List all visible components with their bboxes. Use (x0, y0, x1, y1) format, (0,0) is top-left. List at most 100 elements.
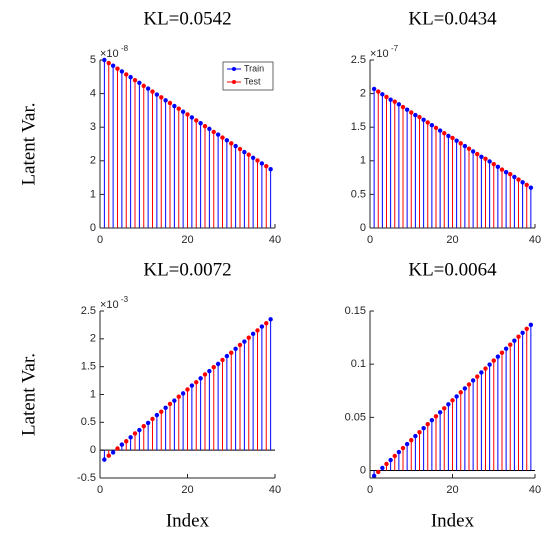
stem-marker (413, 433, 418, 439)
stem-marker (503, 170, 509, 175)
stem-marker (376, 89, 381, 94)
stem-marker (388, 97, 393, 102)
stem-marker (508, 172, 513, 177)
stem-marker (396, 102, 402, 107)
stem-marker (167, 401, 173, 407)
stem-marker (380, 465, 385, 471)
stem-marker (141, 83, 146, 89)
stem-marker (528, 185, 534, 190)
stem-marker (242, 339, 247, 344)
y-tick-label: 0 (360, 464, 366, 476)
stem-marker (250, 331, 256, 337)
y-tick-label: 1.5 (81, 361, 96, 373)
stem-marker (229, 141, 234, 146)
stem-marker (198, 376, 203, 381)
stem-marker (194, 380, 199, 385)
y-tick-label: 4 (90, 88, 96, 100)
stem-marker (167, 100, 173, 106)
stem-marker (396, 449, 402, 455)
stem-marker (207, 368, 212, 374)
stem-marker (163, 98, 168, 103)
stem-marker (458, 390, 463, 395)
stem-marker (106, 453, 111, 458)
y-tick-label: 0 (90, 444, 96, 456)
stem-marker (237, 146, 243, 152)
stem-marker (180, 109, 186, 114)
stem-marker (215, 361, 221, 367)
stem-marker (154, 92, 160, 97)
x-tick-label: 0 (97, 234, 103, 246)
stem-marker (475, 374, 480, 379)
stem-marker (255, 158, 260, 163)
stem-marker (159, 95, 164, 100)
y-tick-label: 0.1 (351, 358, 366, 370)
stem-marker (466, 146, 472, 151)
y-tick-label: 0.15 (345, 305, 366, 317)
x-tick-label: 20 (446, 234, 458, 246)
stem-marker (185, 387, 190, 392)
y-tick-label: 2 (90, 155, 96, 167)
y-multiplier-exponent: -3 (121, 295, 129, 304)
stem-marker (483, 156, 488, 161)
stem-marker (503, 346, 509, 351)
stem-marker (220, 357, 225, 363)
y-multiplier-exponent: -7 (391, 44, 399, 53)
stem-marker (512, 338, 517, 343)
stem-marker (442, 131, 447, 136)
y-tick-label: 3 (90, 121, 96, 133)
stem-marker (400, 104, 406, 110)
stem-marker (233, 346, 238, 352)
stem-marker (115, 446, 120, 451)
stem-marker (189, 115, 195, 120)
x-tick-label: 20 (446, 484, 458, 496)
stem-marker (198, 120, 203, 126)
stem-marker (211, 129, 216, 135)
legend-marker (232, 80, 236, 84)
y-tick-label: 1 (90, 188, 96, 200)
legend-label: Test (244, 76, 261, 86)
stem-marker (159, 409, 164, 414)
stem-marker (172, 103, 177, 109)
stem-marker (102, 457, 107, 462)
x-tick-label: 0 (367, 234, 373, 246)
stem-marker (255, 328, 260, 333)
stem-marker (491, 161, 496, 167)
stem-marker (421, 426, 426, 431)
y-tick-label: 5 (90, 54, 96, 66)
stem-marker (246, 152, 251, 157)
x-tick-label: 40 (529, 484, 541, 496)
stem-marker (433, 125, 439, 131)
subplot: KL=0.0064 Index 0 0.05 0.1 0.15 0 20 40 (345, 259, 542, 531)
stem-marker (384, 94, 389, 100)
stem-marker (437, 128, 443, 133)
stem-marker (462, 143, 468, 149)
stem-marker (137, 80, 142, 86)
stem-marker (388, 457, 393, 463)
stem-marker (446, 402, 451, 407)
stem-marker (454, 138, 459, 143)
stem-marker (429, 418, 435, 423)
y-tick-label: 0.5 (351, 188, 366, 200)
stem-marker (466, 382, 472, 387)
stem-marker (233, 143, 238, 149)
y-tick-label: 0 (90, 222, 96, 234)
stem-marker (185, 112, 190, 117)
x-tick-label: 40 (269, 234, 281, 246)
stem-marker (132, 77, 138, 83)
stem-marker (137, 427, 142, 433)
y-tick-label: 1 (360, 155, 366, 167)
stem-marker (110, 450, 116, 455)
stem-marker (128, 435, 133, 440)
stem-marker (132, 431, 138, 436)
x-tick-label: 0 (367, 484, 373, 496)
stem-marker (479, 154, 484, 159)
y-multiplier: ×10 (100, 48, 119, 60)
stem-marker (376, 469, 381, 475)
stem-marker (487, 159, 492, 164)
stem-marker (516, 177, 521, 182)
stem-marker (172, 398, 177, 403)
subplot-title: KL=0.0072 (143, 259, 231, 280)
stem-marker (380, 92, 385, 97)
stem-marker (220, 135, 225, 140)
stem-marker (259, 161, 265, 166)
